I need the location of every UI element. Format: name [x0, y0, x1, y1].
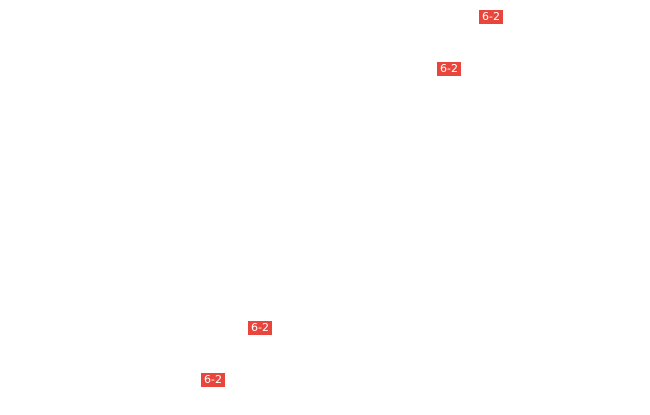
- label-badge: 6-2: [479, 10, 503, 24]
- label-badge: 6-2: [201, 373, 225, 387]
- label-badge: 6-2: [248, 321, 272, 335]
- label-badge: 6-2: [437, 62, 461, 76]
